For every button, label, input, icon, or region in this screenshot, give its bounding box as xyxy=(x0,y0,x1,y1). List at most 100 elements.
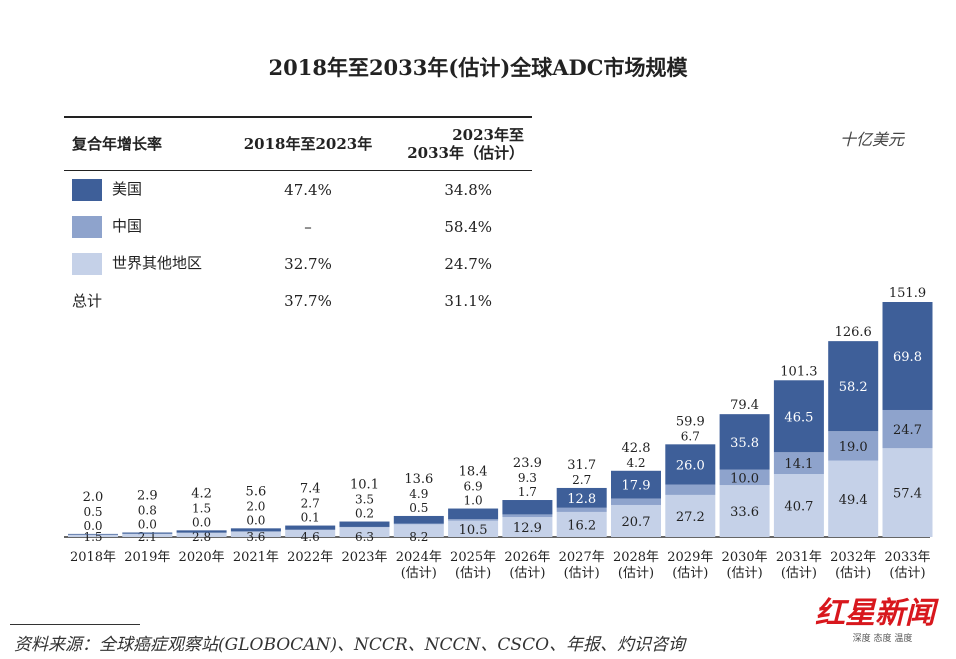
bar-segment xyxy=(719,485,770,537)
cagr-2023-2033: 58.4% xyxy=(444,217,492,236)
bar-segment xyxy=(611,498,661,505)
unit-label: 十亿美元 xyxy=(839,130,904,149)
x-tick-label: 2029年 xyxy=(667,550,713,565)
data-label: 1.5 xyxy=(83,530,102,544)
bar-segment xyxy=(882,409,933,449)
x-tick-label: 2030年 xyxy=(722,550,768,565)
data-label: 14.1 xyxy=(784,457,813,472)
data-label: 4.9 xyxy=(409,487,428,501)
data-label: 46.5 xyxy=(784,410,813,425)
data-label: 12.9 xyxy=(513,521,542,536)
chart-title: 2018年至2033年(估计)全球ADC市场规模 xyxy=(268,55,688,80)
cagr-2018-2023: 37.7% xyxy=(284,291,332,310)
legend-label: 总计 xyxy=(72,292,103,310)
x-tick-label: 2033年 xyxy=(884,550,930,565)
divider xyxy=(10,624,140,625)
cagr-2023-2033: 31.1% xyxy=(444,291,492,310)
bar-segment xyxy=(122,533,173,537)
x-tick-label: 2028年 xyxy=(613,550,659,565)
total-label: 42.8 xyxy=(622,441,651,456)
x-tick-label: 2021年 xyxy=(233,550,279,565)
x-tick-label: (估计) xyxy=(401,566,437,581)
logo-tagline: 深度 态度 温度 xyxy=(852,634,913,644)
data-label: 16.2 xyxy=(567,518,596,533)
data-label: 6.7 xyxy=(681,429,700,443)
cagr-2023-2033: 24.7% xyxy=(444,254,492,273)
data-label: 26.0 xyxy=(676,458,705,473)
bar-segment xyxy=(556,487,607,508)
bar-segment xyxy=(176,532,227,537)
cagr-2018-2023: 47.4% xyxy=(284,180,332,199)
cagr-table: 复合年增长率 2018年至2023年 2023年至 2033年（估计） 美国 4… xyxy=(64,116,532,319)
data-label: 3.6 xyxy=(246,530,265,544)
table-row: 总计 37.7% 31.1% xyxy=(64,282,532,319)
x-tick-label: 2024年 xyxy=(396,550,442,565)
bar-segment xyxy=(393,524,444,537)
bar-segment xyxy=(393,523,444,525)
bar-segment xyxy=(339,527,390,537)
table-header: 2018年至2023年 xyxy=(230,116,386,171)
data-label: 0.5 xyxy=(83,505,102,519)
cagr-2018-2023: 32.7% xyxy=(284,254,332,273)
total-label: 31.7 xyxy=(567,458,596,473)
row-label: 中国 xyxy=(64,208,230,245)
x-tick-label: 2027年 xyxy=(559,550,605,565)
logo-text: 红星新闻 xyxy=(815,596,935,631)
bar-segment xyxy=(719,414,770,470)
table-header: 复合年增长率 xyxy=(64,116,230,171)
x-tick-label: 2020年 xyxy=(179,550,225,565)
data-label: 58.2 xyxy=(839,380,868,395)
data-label: 10.0 xyxy=(730,471,759,486)
total-label: 151.9 xyxy=(889,286,926,301)
data-label: 40.7 xyxy=(784,500,813,515)
total-label: 13.6 xyxy=(404,472,433,487)
bar-segment xyxy=(339,521,390,527)
bar-segment xyxy=(448,519,499,521)
data-label: 0.0 xyxy=(192,515,211,529)
row-label: 世界其他地区 xyxy=(64,245,230,282)
bar-segment xyxy=(773,380,824,453)
x-tick-label: 2023年 xyxy=(341,550,387,565)
total-label: 23.9 xyxy=(513,456,542,471)
total-label: 79.4 xyxy=(730,398,759,413)
data-label: 2.7 xyxy=(572,473,591,487)
bar-segment xyxy=(502,514,553,518)
x-tick-label: 2026年 xyxy=(504,550,550,565)
data-label: 35.8 xyxy=(730,436,759,451)
legend-swatch xyxy=(72,253,102,275)
table-row: 世界其他地区 32.7% 24.7% xyxy=(64,245,532,282)
x-tick-label: 2031年 xyxy=(776,550,822,565)
bar-segment xyxy=(502,517,553,537)
x-tick-label: (估计) xyxy=(455,566,491,581)
total-label: 10.1 xyxy=(350,478,379,493)
bar-segment xyxy=(882,302,933,410)
logo: 红星新闻 深度 态度 温度 xyxy=(815,596,950,652)
bar-segment xyxy=(502,500,553,515)
x-tick-label: (估计) xyxy=(727,566,763,581)
bar-segment xyxy=(230,528,281,532)
data-label: 57.4 xyxy=(893,487,922,502)
data-label: 2.7 xyxy=(301,497,320,511)
legend-swatch xyxy=(72,179,102,201)
data-label: 1.5 xyxy=(192,501,211,515)
bar-segment xyxy=(665,484,716,495)
legend-label: 中国 xyxy=(112,217,143,235)
bar-segment xyxy=(448,508,499,520)
data-label: 12.8 xyxy=(567,492,596,507)
bar-segment xyxy=(611,470,661,499)
data-label: 27.2 xyxy=(676,510,705,525)
bar-segment xyxy=(68,534,118,537)
data-label: 19.0 xyxy=(839,440,868,455)
data-label: 20.7 xyxy=(622,515,651,530)
data-label: 0.0 xyxy=(246,513,265,527)
legend-label: 美国 xyxy=(112,180,143,198)
row-label: 美国 xyxy=(64,171,230,209)
bar-segment xyxy=(393,515,444,524)
x-tick-label: 2025年 xyxy=(450,550,496,565)
total-label: 101.3 xyxy=(780,364,817,379)
data-label: 33.6 xyxy=(730,505,759,520)
total-label: 2.0 xyxy=(83,490,104,505)
data-label: 0.2 xyxy=(355,507,374,521)
bar-segment xyxy=(773,452,824,475)
